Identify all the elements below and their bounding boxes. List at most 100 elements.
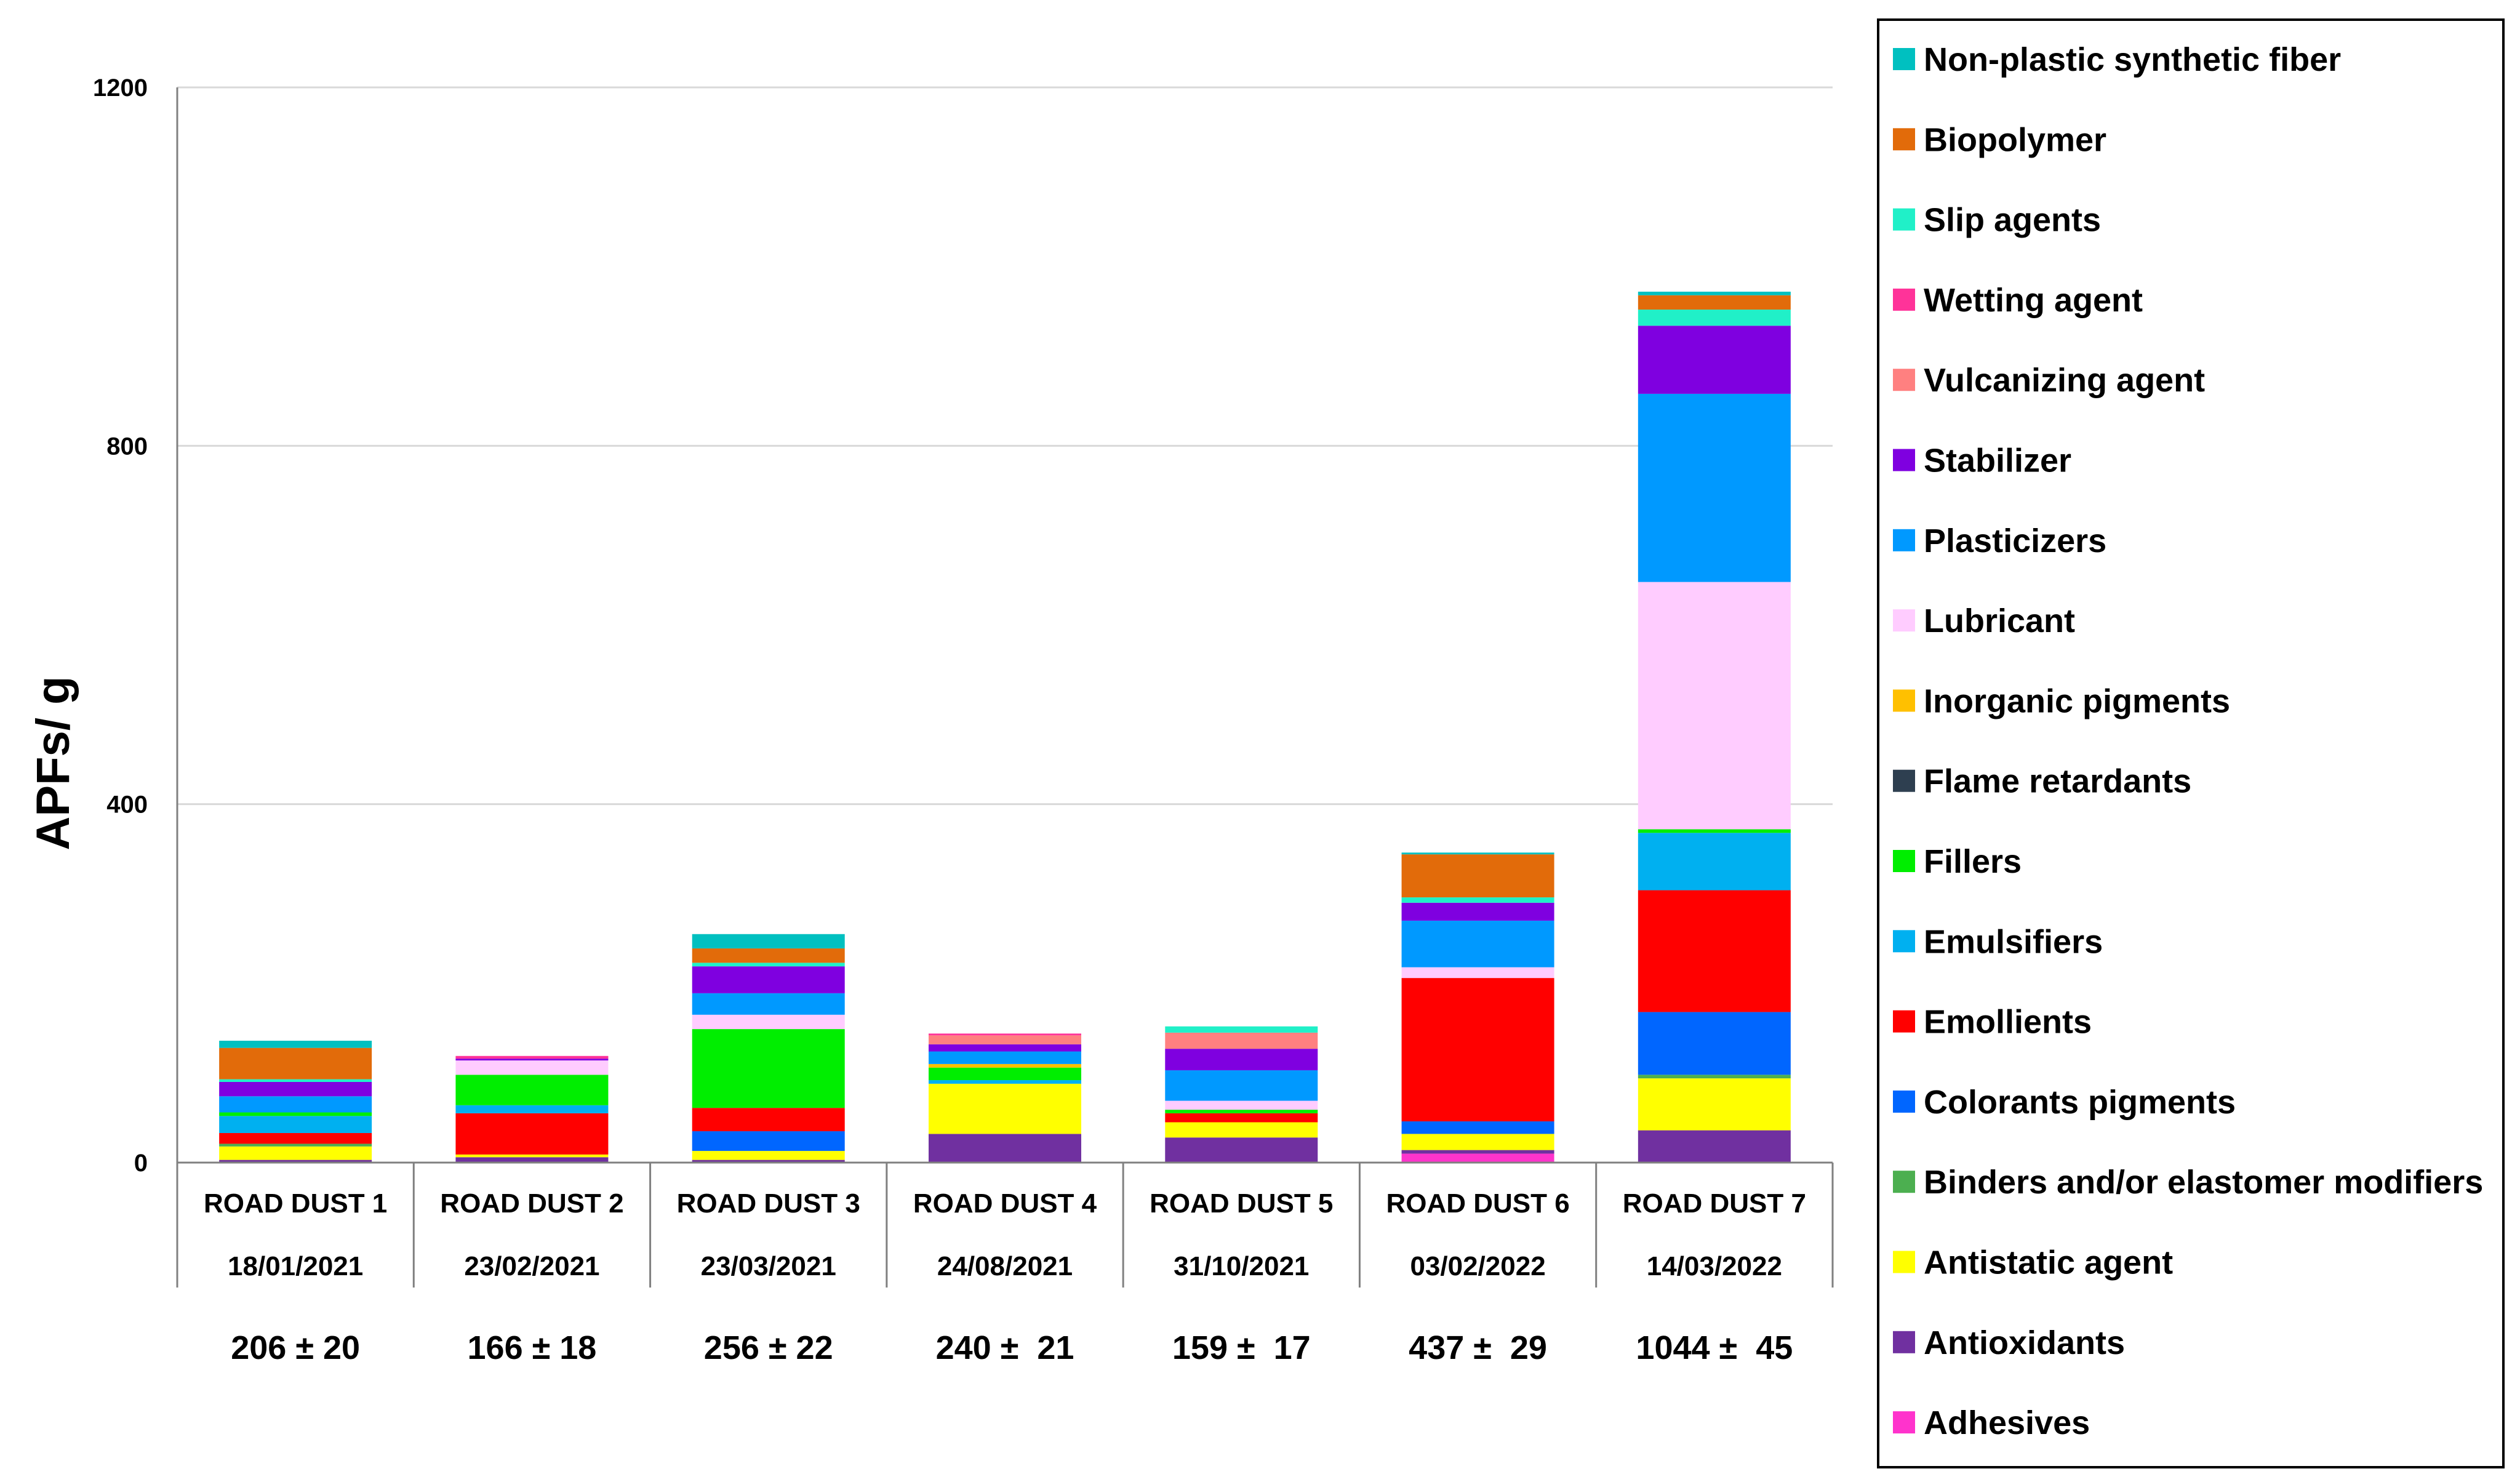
legend-item: Flame retardants	[1893, 763, 2191, 800]
legend-label: Colorants pigments	[1924, 1084, 2236, 1121]
bar-segment	[1401, 920, 1554, 967]
bar-segment	[1401, 967, 1554, 979]
bar-segment	[1401, 852, 1554, 855]
bar-segment	[1165, 1110, 1318, 1113]
legend-label: Antistatic agent	[1924, 1244, 2173, 1281]
legend-label: Wetting agent	[1924, 282, 2143, 319]
bar-segment	[219, 1160, 372, 1163]
bar-segment	[455, 1060, 609, 1075]
bar-segment	[1165, 1032, 1318, 1049]
bar-segment	[1401, 978, 1554, 1122]
legend-item: Fillers	[1893, 843, 2022, 880]
bar-segment	[455, 1059, 609, 1061]
bar-stack-3	[692, 934, 845, 1163]
bar-segment	[219, 1079, 372, 1082]
legend-label: Plasticizers	[1924, 523, 2106, 559]
bar-segment	[1638, 1130, 1791, 1163]
bar-segment	[455, 1055, 609, 1059]
legend-label: Biopolymer	[1924, 121, 2106, 158]
bar-segment	[1638, 1078, 1791, 1131]
legend-swatch	[1893, 1331, 1915, 1353]
legend-swatch	[1893, 769, 1915, 792]
x-category-label: ROAD DUST 1	[204, 1188, 387, 1219]
x-date-label: 24/08/2021	[937, 1251, 1073, 1281]
legend-label: Inorganic pigments	[1924, 683, 2230, 719]
legend-item: Antistatic agent	[1893, 1244, 2173, 1281]
total-label: 159 ± 17	[1172, 1329, 1311, 1366]
bar-segment	[1638, 829, 1791, 833]
x-category-label: ROAD DUST 6	[1386, 1188, 1569, 1219]
total-label: 206 ± 20	[231, 1329, 360, 1366]
bar-stack-1	[219, 1041, 372, 1163]
bar-segment	[692, 1160, 845, 1163]
y-axis-title: APFs/ g	[27, 676, 79, 851]
total-label: 256 ± 22	[704, 1329, 833, 1366]
legend-item: Inorganic pigments	[1893, 683, 2230, 719]
x-category-label: ROAD DUST 5	[1150, 1188, 1333, 1219]
legend-box	[1877, 18, 2505, 1468]
bar-segment	[929, 1035, 1081, 1044]
bar-segment	[1401, 1153, 1554, 1163]
x-date-label: 23/02/2021	[464, 1251, 599, 1281]
legend-swatch	[1893, 689, 1915, 712]
legend-item: Plasticizers	[1893, 523, 2106, 559]
legend-swatch	[1893, 1411, 1915, 1434]
bar-stacks	[219, 291, 1791, 1163]
y-tick-label: 800	[106, 433, 148, 460]
bar-segment	[455, 1075, 609, 1105]
bar-segment	[1401, 1150, 1554, 1154]
total-label: 1044 ± 45	[1636, 1329, 1793, 1366]
bar-segment	[1401, 1121, 1554, 1134]
legend-item: Colorants pigments	[1893, 1084, 2236, 1121]
bar-stack-5	[1165, 1026, 1318, 1163]
legend-item: Stabilizer	[1893, 443, 2071, 479]
legend-label: Slip agents	[1924, 202, 2101, 239]
x-category-label: ROAD DUST 7	[1623, 1188, 1806, 1219]
axes	[176, 87, 1833, 1164]
bar-segment	[1638, 295, 1791, 310]
legend-item: Biopolymer	[1893, 121, 2106, 158]
bar-stack-7	[1638, 291, 1791, 1163]
total-label: 437 ± 29	[1409, 1329, 1547, 1366]
legend-swatch	[1893, 930, 1915, 953]
bar-segment	[455, 1157, 609, 1163]
bar-segment	[1165, 1070, 1318, 1101]
legend-swatch	[1893, 1171, 1915, 1193]
total-label: 240 ± 21	[936, 1329, 1074, 1366]
legend-item: Wetting agent	[1893, 282, 2143, 319]
gridlines: 0 400 800 1200	[93, 74, 1833, 1177]
bar-segment	[692, 963, 845, 967]
legend-item: Antioxidants	[1893, 1324, 2125, 1361]
legend-item: Emulsifiers	[1893, 923, 2103, 960]
bar-segment	[1638, 582, 1791, 830]
x-axis-category-table: ROAD DUST 1 18/01/2021 206 ± 20 ROAD DUST 2…	[176, 1163, 1834, 1366]
bar-segment	[219, 1112, 372, 1116]
legend-label: Adhesives	[1924, 1404, 2090, 1441]
bar-segment	[929, 1063, 1081, 1068]
legend-label: Non-plastic synthetic fiber	[1924, 41, 2341, 78]
bar-segment	[1638, 833, 1791, 891]
legend-label: Binders and/or elastomer modifiers	[1924, 1164, 2483, 1201]
legend-label: Emollients	[1924, 1004, 2092, 1041]
bar-segment	[929, 1051, 1081, 1064]
bar-segment	[692, 993, 845, 1015]
y-tick-label: 400	[106, 791, 148, 819]
bar-segment	[455, 1154, 609, 1158]
x-category-label: ROAD DUST 4	[913, 1188, 1097, 1219]
x-date-label: 18/01/2021	[228, 1251, 363, 1281]
bar-segment	[929, 1134, 1081, 1163]
bar-segment	[1401, 1134, 1554, 1150]
x-category-label: ROAD DUST 2	[440, 1188, 623, 1219]
bar-segment	[219, 1132, 372, 1144]
legend-swatch	[1893, 288, 1915, 311]
legend-item: Emollients	[1893, 1004, 2092, 1041]
x-category-label: ROAD DUST 3	[677, 1188, 860, 1219]
bar-segment	[219, 1146, 372, 1160]
x-date-label: 23/03/2021	[701, 1251, 836, 1281]
legend-label: Antioxidants	[1924, 1324, 2125, 1361]
bar-segment	[1638, 393, 1791, 582]
y-tick-label: 1200	[93, 74, 148, 102]
legend-swatch	[1893, 48, 1915, 70]
legend-swatch	[1893, 1010, 1915, 1033]
